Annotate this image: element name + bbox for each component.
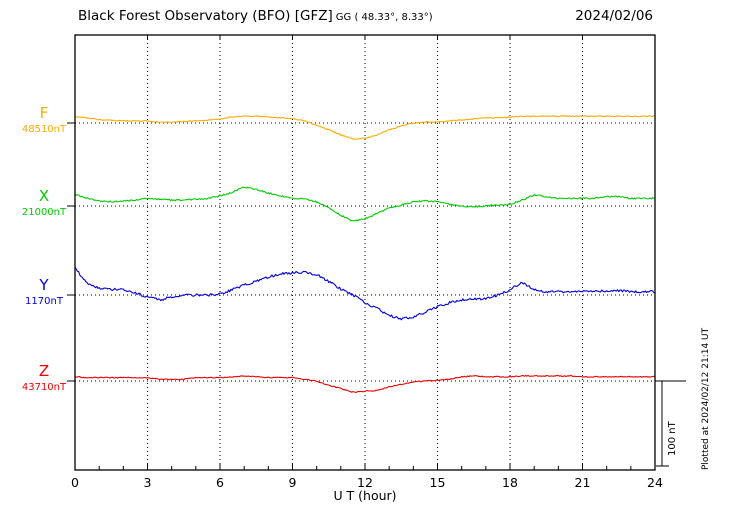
series-letter-Z: Z — [38, 362, 50, 380]
trace-Z — [74, 374, 656, 393]
page-title: Black Forest Observatory (BFO) [GFZ] GG (… — [78, 8, 433, 24]
series-baseline-value-X: 21000nT — [21, 206, 67, 218]
series-label-Z: Z 43710nT — [16, 362, 72, 393]
series-label-X: X 21000nT — [16, 187, 72, 218]
coordinates-label: GG ( 48.33°, 8.33°) — [335, 12, 433, 23]
series-letter-X: X — [38, 187, 50, 205]
trace-X — [74, 186, 656, 222]
x-axis-label: U T (hour) — [333, 488, 397, 503]
date-label: 2024/02/06 — [575, 8, 653, 24]
trace-Y — [74, 266, 655, 321]
x-tick-label: 3 — [144, 475, 152, 490]
scalebar-label: 100 nT — [667, 421, 678, 456]
plotted-timestamp: Plotted at 2024/02/12 21:14 UT — [701, 327, 711, 470]
series-label-F: F 48510nT — [16, 104, 72, 135]
observatory-title: Black Forest Observatory (BFO) [GFZ] — [78, 8, 333, 24]
series-baseline-value-Y: 1170nT — [25, 295, 63, 307]
x-tick-label: 12 — [357, 475, 373, 490]
x-tick-label: 18 — [502, 475, 518, 490]
series-baseline-value-F: 48510nT — [21, 123, 67, 135]
x-tick-label: 0 — [71, 475, 79, 490]
series-baseline-value-Z: 43710nT — [21, 381, 67, 393]
series-letter-F: F — [39, 104, 49, 122]
x-tick-label: 9 — [289, 475, 297, 490]
x-tick-label: 21 — [575, 475, 591, 490]
x-tick-label: 6 — [216, 475, 224, 490]
x-tick-label: 24 — [647, 475, 663, 490]
series-label-Y: Y 1170nT — [16, 276, 72, 307]
trace-F — [74, 115, 656, 140]
x-tick-label: 15 — [430, 475, 446, 490]
plot-frame — [74, 34, 656, 471]
series-letter-Y: Y — [39, 276, 49, 294]
